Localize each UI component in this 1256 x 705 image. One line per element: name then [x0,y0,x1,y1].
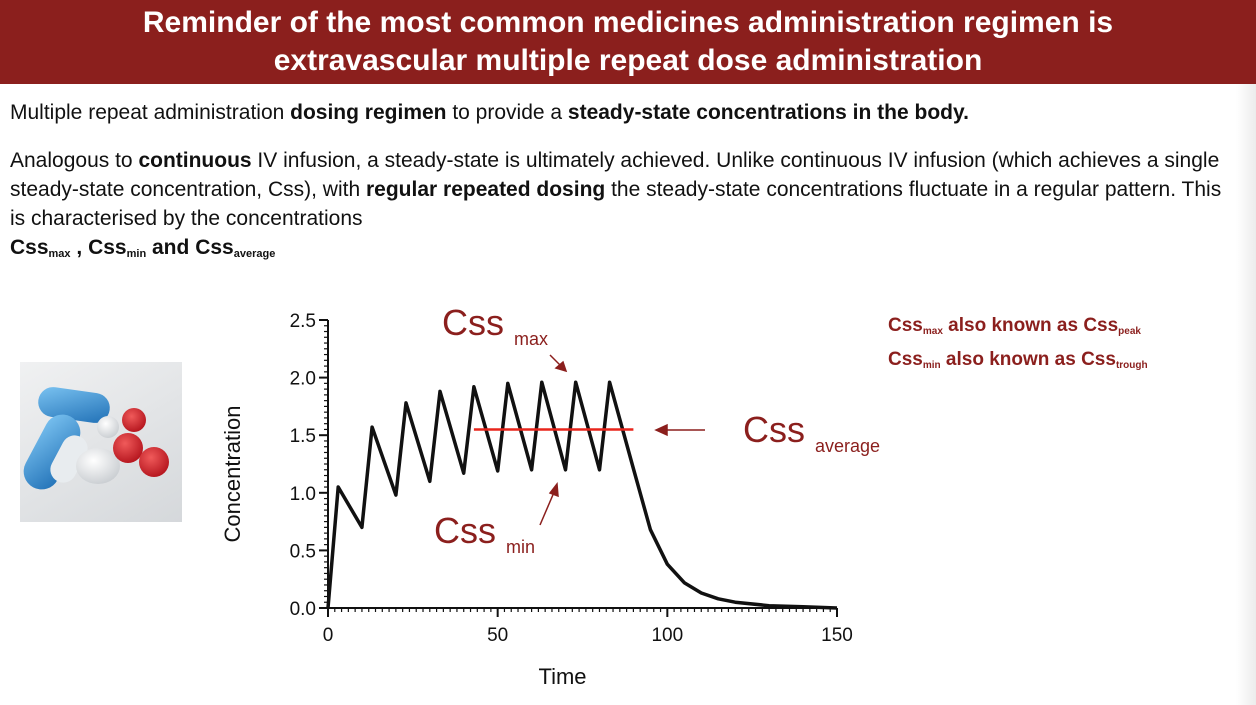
y-tick-label: 2.0 [290,369,316,390]
y-tick-label: 1.0 [290,484,316,505]
arrow-to-css-average [654,423,705,437]
aka-line-trough: Cssmin also known as Csstrough [888,346,1148,380]
annotation-css-max-text: Css [442,302,504,343]
chart-axes [327,320,837,609]
p1-bold-2: steady-state concentrations in the body. [567,101,969,124]
p2-css-min: Css [88,236,127,259]
also-known-as-note: Cssmax also known as Csspeak Cssmin also… [888,312,1148,380]
chart-ticks: 0.0 0.5 1.0 1.5 2.0 2.5 0 50 100 150 [290,311,853,646]
annotation-css-max: Css max [442,302,548,349]
y-tick-label: 0.0 [290,599,316,620]
aka-mid-2: also known as [940,349,1082,370]
paragraph-dosing-regimen: Multiple repeat administration dosing re… [10,98,1240,127]
p2-bold-1: continuous [138,149,252,172]
slide-title: Reminder of the most common medicines ad… [0,0,1256,84]
arrow-to-css-min [539,482,559,526]
x-tick-label: 50 [487,625,508,646]
aka-css-peak: Css [1083,315,1119,336]
aka-css-min-sub: min [922,360,941,371]
annotation-css-min: Css min [434,510,535,557]
aka-css-trough-sub: trough [1115,360,1148,371]
annotation-css-min-text: Css [434,510,496,551]
y-tick-label: 1.5 [290,426,316,447]
aka-css-max: Css [888,315,923,336]
p2-css-min-sub: min [126,248,147,260]
aka-css-min: Css [888,349,923,370]
p2-text-1: Analogous to [10,149,139,172]
p2-text-2: IV infusion, a steady-state is ultimatel… [10,149,1220,201]
annotation-css-average: Css average [743,409,880,456]
p2-css-max-sub: max [48,248,71,260]
y-axis-label: Concentration [220,406,245,543]
concentration-time-chart: 0.0 0.5 1.0 1.5 2.0 2.5 0 50 100 150 Time Concent… [220,302,880,689]
paragraph-steady-state: Analogous to continuous IV infusion, a s… [10,146,1230,269]
p2-text-3: the steady-state concentrations fluctuat… [10,178,1222,230]
p1-text-2: to provide a [446,101,568,124]
aka-css-peak-sub: peak [1118,326,1141,337]
concentration-curve [326,380,838,610]
p2-sep-2: and [146,236,196,259]
p2-css-avg: Css [195,236,234,259]
x-tick-label: 100 [651,625,683,646]
aka-mid-1: also known as [942,315,1084,336]
pills-icon [23,387,169,490]
p1-bold-1: dosing regimen [290,101,447,124]
arrow-to-css-max [549,354,568,373]
aka-css-trough: Css [1081,349,1116,370]
x-axis-label: Time [538,664,586,689]
annotation-css-avg-sub: average [815,436,880,456]
p2-bold-2: regular repeated dosing [366,178,606,201]
p2-sep-1: , [70,236,89,259]
annotation-css-max-sub: max [514,329,548,349]
annotation-css-min-sub: min [506,537,535,557]
pills-photo [20,362,182,522]
aka-css-max-sub: max [922,326,943,337]
p2-css-avg-sub: average [233,248,276,260]
title-line-2: extravascular multiple repeat dose admin… [273,44,983,77]
y-tick-label: 0.5 [290,541,316,562]
p2-css-max: Css [10,236,49,259]
slide-edge-shadow [1236,84,1256,705]
y-tick-label: 2.5 [290,311,316,332]
x-tick-label: 150 [821,625,853,646]
p1-text-1: Multiple repeat administration [10,101,291,124]
aka-line-peak: Cssmax also known as Csspeak [888,312,1148,346]
x-tick-label: 0 [323,625,334,646]
title-line-1: Reminder of the most common medicines ad… [142,6,1114,39]
annotation-css-avg-text: Css [743,409,805,450]
